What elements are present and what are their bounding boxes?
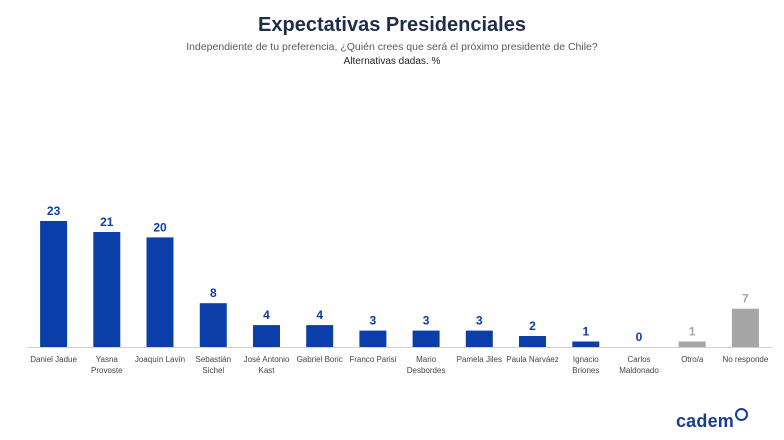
data-label: 2 <box>529 319 536 333</box>
logo-mark-icon <box>735 408 748 421</box>
data-label: 3 <box>476 314 483 328</box>
data-label: 23 <box>47 204 61 218</box>
bar <box>306 325 334 347</box>
x-tick-label: Daniel Jadue <box>30 355 77 364</box>
chart-title: Expectativas Presidenciales <box>258 14 526 36</box>
data-label: 8 <box>210 286 217 300</box>
bar <box>412 330 440 347</box>
data-label: 7 <box>742 292 749 306</box>
x-tick-label-line: Daniel Jadue <box>30 355 77 364</box>
bar <box>146 237 174 347</box>
data-label: 21 <box>100 215 114 229</box>
x-tick-label-line: Desbordes <box>407 366 446 375</box>
x-tick-label: Ignacio Briones <box>572 355 599 375</box>
bar <box>678 341 706 347</box>
x-tick-label-line: Mario <box>416 355 437 364</box>
bar <box>465 330 493 347</box>
bar <box>253 325 280 347</box>
x-tick-label-line: Sichel <box>202 366 224 375</box>
x-tick-label-line: Provoste <box>91 366 123 375</box>
x-tick-label: Joaquín Lavín <box>135 355 185 364</box>
data-label: 4 <box>263 308 270 322</box>
bar <box>93 232 121 347</box>
x-tick-label: Carlos Maldonado <box>619 355 659 375</box>
logo-text: cadem <box>675 411 734 431</box>
bar <box>731 308 759 347</box>
data-label: 0 <box>636 330 643 344</box>
x-tick-label-line: Carlos <box>627 355 650 364</box>
x-tick-label: José Antonio Kast <box>244 355 290 375</box>
data-label: 4 <box>316 308 323 322</box>
x-tick-label-line: Paula Narváez <box>506 355 558 364</box>
x-tick-label-line: Gabriel Boric <box>297 355 343 364</box>
x-tick-label-line: Franco Parisi <box>349 355 396 364</box>
bar <box>519 336 546 347</box>
x-tick-label-line: Otro/a <box>681 355 704 364</box>
data-label: 1 <box>582 325 589 339</box>
x-tick-label: Gabriel Boric <box>297 355 343 364</box>
chart-subtitle: Independiente de tu preferencia, ¿Quién … <box>186 41 598 53</box>
x-tick-label-line: Ignacio <box>573 355 599 364</box>
data-label: 1 <box>689 325 696 339</box>
x-tick-label-line: Kast <box>258 366 275 375</box>
chart-note: Alternativas dadas. % <box>343 56 441 67</box>
data-label: 20 <box>153 220 167 234</box>
x-tick-label-line: Yasna <box>96 355 119 364</box>
data-label: 3 <box>370 314 377 328</box>
x-tick-label: No responde <box>722 355 768 364</box>
bar <box>359 330 387 347</box>
x-tick-label: Sebastián Sichel <box>196 355 232 375</box>
x-tick-label: Paula Narváez <box>506 355 558 364</box>
data-label: 3 <box>423 314 430 328</box>
x-tick-label: Otro/a <box>681 355 704 364</box>
x-tick-label-line: No responde <box>722 355 768 364</box>
bar <box>40 221 68 347</box>
cadem-logo: cadem <box>675 408 748 432</box>
x-tick-label-line: Sebastián <box>196 355 232 364</box>
bar <box>199 303 227 347</box>
x-tick-label-line: Pamela Jiles <box>457 355 502 364</box>
bar <box>572 341 600 347</box>
x-tick-label-line: Briones <box>572 366 599 375</box>
x-tick-label-line: José Antonio <box>244 355 290 364</box>
x-tick-label-line: Joaquín Lavín <box>135 355 185 364</box>
x-tick-label: Pamela Jiles <box>457 355 502 364</box>
x-tick-label: Mario Desbordes <box>407 355 446 375</box>
x-tick-label: Yasna Provoste <box>91 355 123 375</box>
x-tick-label: Franco Parisi <box>349 355 396 364</box>
x-tick-label-line: Maldonado <box>619 366 659 375</box>
